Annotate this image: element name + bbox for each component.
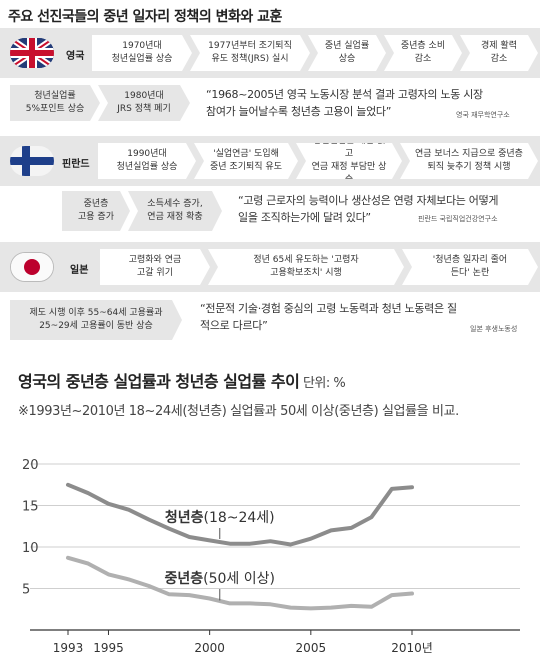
uk-flag-icon bbox=[10, 38, 54, 68]
series-label: 청년층(18~24세) bbox=[165, 510, 275, 526]
uk-step-3: 중년 실업률 상승 bbox=[308, 35, 386, 71]
uk-result-1: 청년실업률 5%포인트 상승 bbox=[10, 85, 100, 121]
chart-title: 영국의 중년층 실업률과 청년층 실업률 추이 단위: % bbox=[18, 368, 346, 392]
finland-source: 핀란드 국립직업건강연구소 bbox=[418, 215, 498, 223]
finland-step-1: 1990년대 청년실업률 상승 bbox=[98, 143, 196, 179]
uk-step-5: 경제 활력 감소 bbox=[460, 35, 538, 71]
uk-label: 영국 bbox=[66, 51, 85, 62]
finland-step-4: 연금 보너스 지급으로 중년층 퇴직 늦추기 정책 시행 bbox=[400, 143, 538, 179]
chart-note: ※1993년~2010년 18~24세(청년층) 실업률과 50세 이상(중년층… bbox=[18, 404, 459, 419]
y-tick-label: 20 bbox=[22, 458, 39, 473]
chart-title-text: 영국의 중년층 실업률과 청년층 실업률 추이 bbox=[18, 372, 300, 391]
japan-label: 일본 bbox=[70, 265, 89, 276]
series-line-1 bbox=[66, 555, 414, 611]
series-label: 중년층(50세 이상) bbox=[165, 571, 275, 587]
finland-result-1: 중년층 고용 증가 bbox=[62, 191, 130, 231]
uk-step-2: 1977년부터 조기퇴직 유도 정책(JRS) 실시 bbox=[190, 35, 310, 71]
infographic-title: 주요 선진국들의 중년 일자리 정책의 변화와 교훈 bbox=[8, 9, 282, 25]
y-tick-label: 10 bbox=[22, 541, 39, 556]
japan-result-1: 제도 시행 이후 55~64세 고용률과 25~29세 고용률이 동반 상승 bbox=[10, 300, 182, 340]
unemployment-line-chart: 5 10 15 20 1993 1995 2000 2005 2010년 청년층(18~24세… bbox=[22, 458, 520, 655]
x-tick-label: 1993 bbox=[53, 641, 84, 655]
uk-result-2: 1980년대 JRS 정책 폐기 bbox=[98, 85, 190, 121]
x-tick-label: 2005 bbox=[296, 641, 327, 655]
x-tick-label: 2000 bbox=[194, 641, 225, 655]
y-axis-ticks: 5 10 15 20 bbox=[22, 458, 39, 598]
x-tick-label: 2010년 bbox=[391, 641, 433, 655]
finland-flag-icon bbox=[10, 146, 54, 176]
y-tick-label: 5 bbox=[22, 583, 30, 598]
japan-step-2: 정년 65세 유도하는 '고령자 고용확보조치' 시행 bbox=[208, 249, 404, 285]
japan-step-3: '청년층 일자리 줄어 든다' 논란 bbox=[402, 249, 538, 285]
finland-label: 핀란드 bbox=[62, 159, 90, 170]
japan-quote: “전문적 기술·경험 중심의 고령 노동력과 청년 노동력은 질 적으로 다르다… bbox=[200, 302, 457, 332]
x-axis-ticks: 1993 1995 2000 2005 2010년 bbox=[53, 630, 433, 655]
japan-source: 일본 후생노동성 bbox=[470, 325, 518, 333]
japan-flag-icon bbox=[10, 252, 54, 282]
x-tick-label: 1995 bbox=[93, 641, 124, 655]
finland-step-2: '실업연금' 도입해 중년 조기퇴직 유도 bbox=[194, 143, 298, 179]
chart-series bbox=[66, 482, 414, 611]
uk-step-4: 중년층 소비 감소 bbox=[384, 35, 462, 71]
chart-unit: 단위: % bbox=[299, 376, 346, 391]
series-line-0 bbox=[66, 482, 414, 547]
uk-quote: “1968~2005년 영국 노동시장 분석 결과 고령자의 노동 시장 참여가… bbox=[206, 88, 483, 118]
series-labels: 청년층(18~24세) 중년층(50세 이상) bbox=[165, 510, 275, 601]
uk-source: 영국 재무학연구소 bbox=[456, 111, 510, 119]
y-tick-label: 15 bbox=[22, 500, 39, 515]
japan-step-1: 고령화와 연금 고갈 위기 bbox=[100, 249, 210, 285]
uk-step-1: 1970년대 청년실업률 상승 bbox=[92, 35, 192, 71]
finland-step-3: 청년실업률 개선 없고 연금 재정 부담만 상승 bbox=[296, 143, 402, 179]
finland-result-2: 소득세수 증가, 연금 재정 확충 bbox=[128, 191, 222, 231]
finland-quote: “고령 근로자의 능력이나 생산성은 연령 자체보다는 어떻게 일을 조직하는가… bbox=[238, 194, 499, 224]
